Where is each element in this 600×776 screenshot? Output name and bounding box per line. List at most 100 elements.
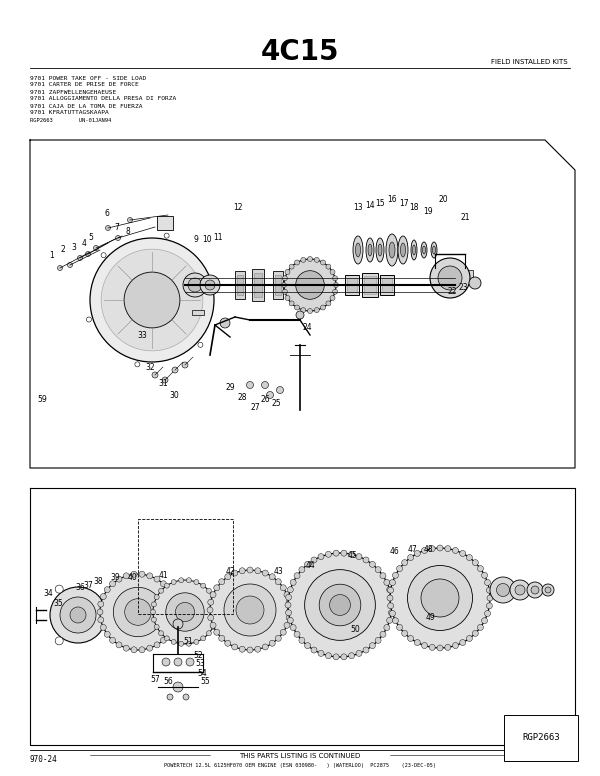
Circle shape [387,595,393,601]
Circle shape [164,636,169,641]
Circle shape [319,584,361,625]
Circle shape [116,642,122,648]
Circle shape [286,610,292,615]
Circle shape [55,637,63,645]
Circle shape [139,571,145,577]
Text: 39: 39 [110,573,120,583]
Circle shape [100,594,106,600]
Text: 9701 POWER TAKE OFF - SIDE LOAD: 9701 POWER TAKE OFF - SIDE LOAD [30,75,146,81]
Text: 6: 6 [104,210,109,219]
Circle shape [77,255,83,261]
Circle shape [255,568,261,573]
Circle shape [375,566,381,573]
Circle shape [262,644,268,650]
Circle shape [296,311,304,319]
Circle shape [290,580,296,585]
Circle shape [67,262,73,268]
Circle shape [247,567,253,573]
Circle shape [286,615,292,621]
Circle shape [214,617,218,622]
Circle shape [333,654,339,660]
Ellipse shape [431,242,437,258]
Bar [252,269,264,301]
Ellipse shape [389,242,395,258]
Circle shape [452,547,458,553]
Circle shape [239,568,245,573]
Text: 57: 57 [150,675,160,684]
Circle shape [98,617,104,623]
Circle shape [422,547,428,553]
Circle shape [182,362,188,368]
Circle shape [232,570,238,576]
Circle shape [301,307,306,313]
Circle shape [326,264,331,269]
Circle shape [101,249,203,351]
Text: 22: 22 [447,287,457,296]
Circle shape [60,597,96,633]
Text: 52: 52 [193,650,203,660]
Circle shape [174,658,182,666]
Circle shape [104,587,110,593]
Ellipse shape [366,238,374,262]
Circle shape [179,578,184,583]
Circle shape [70,607,86,623]
Circle shape [106,226,110,230]
Circle shape [247,647,253,653]
Circle shape [375,637,381,643]
Circle shape [100,574,176,650]
Circle shape [225,640,231,646]
Circle shape [116,576,122,582]
Circle shape [487,587,493,593]
Circle shape [212,278,218,283]
Circle shape [390,548,490,648]
Text: 46: 46 [390,546,400,556]
Text: 44: 44 [305,562,315,570]
Circle shape [485,580,491,586]
Circle shape [283,275,287,281]
Circle shape [497,584,509,597]
Text: 9701 ALLOGGIAMENTO DELLA PRESA DI FORZA: 9701 ALLOGGIAMENTO DELLA PRESA DI FORZA [30,96,176,102]
Circle shape [154,625,159,629]
Bar [192,310,204,315]
Circle shape [164,233,169,238]
Circle shape [311,557,317,563]
Circle shape [318,553,324,559]
Circle shape [236,596,264,624]
Circle shape [162,658,170,666]
Text: 16: 16 [387,196,397,205]
Text: 970-24: 970-24 [30,754,58,764]
Circle shape [295,305,299,310]
Text: 1: 1 [50,251,55,259]
Circle shape [305,643,311,649]
Circle shape [224,584,276,636]
Circle shape [183,273,207,297]
Circle shape [294,573,300,579]
Text: 38: 38 [93,577,103,587]
Circle shape [318,650,324,656]
Text: 45: 45 [347,552,357,560]
Circle shape [247,382,254,389]
Circle shape [262,570,268,576]
Text: THIS PARTS LISTING IS CONTINUED: THIS PARTS LISTING IS CONTINUED [239,753,361,759]
Circle shape [269,573,275,580]
Circle shape [334,282,338,287]
Text: 47: 47 [408,545,418,553]
Circle shape [407,555,413,560]
Circle shape [305,561,311,567]
Circle shape [329,594,350,615]
Ellipse shape [368,244,372,256]
Bar [364,276,376,294]
Circle shape [200,275,220,295]
Circle shape [186,658,194,666]
Circle shape [200,584,206,588]
Circle shape [207,607,213,613]
Circle shape [392,573,398,578]
Circle shape [384,625,390,631]
Circle shape [482,573,488,578]
Circle shape [198,342,203,348]
Circle shape [285,269,290,275]
Circle shape [50,587,106,643]
Ellipse shape [401,243,406,257]
Text: 36: 36 [75,583,85,591]
Circle shape [388,587,394,593]
